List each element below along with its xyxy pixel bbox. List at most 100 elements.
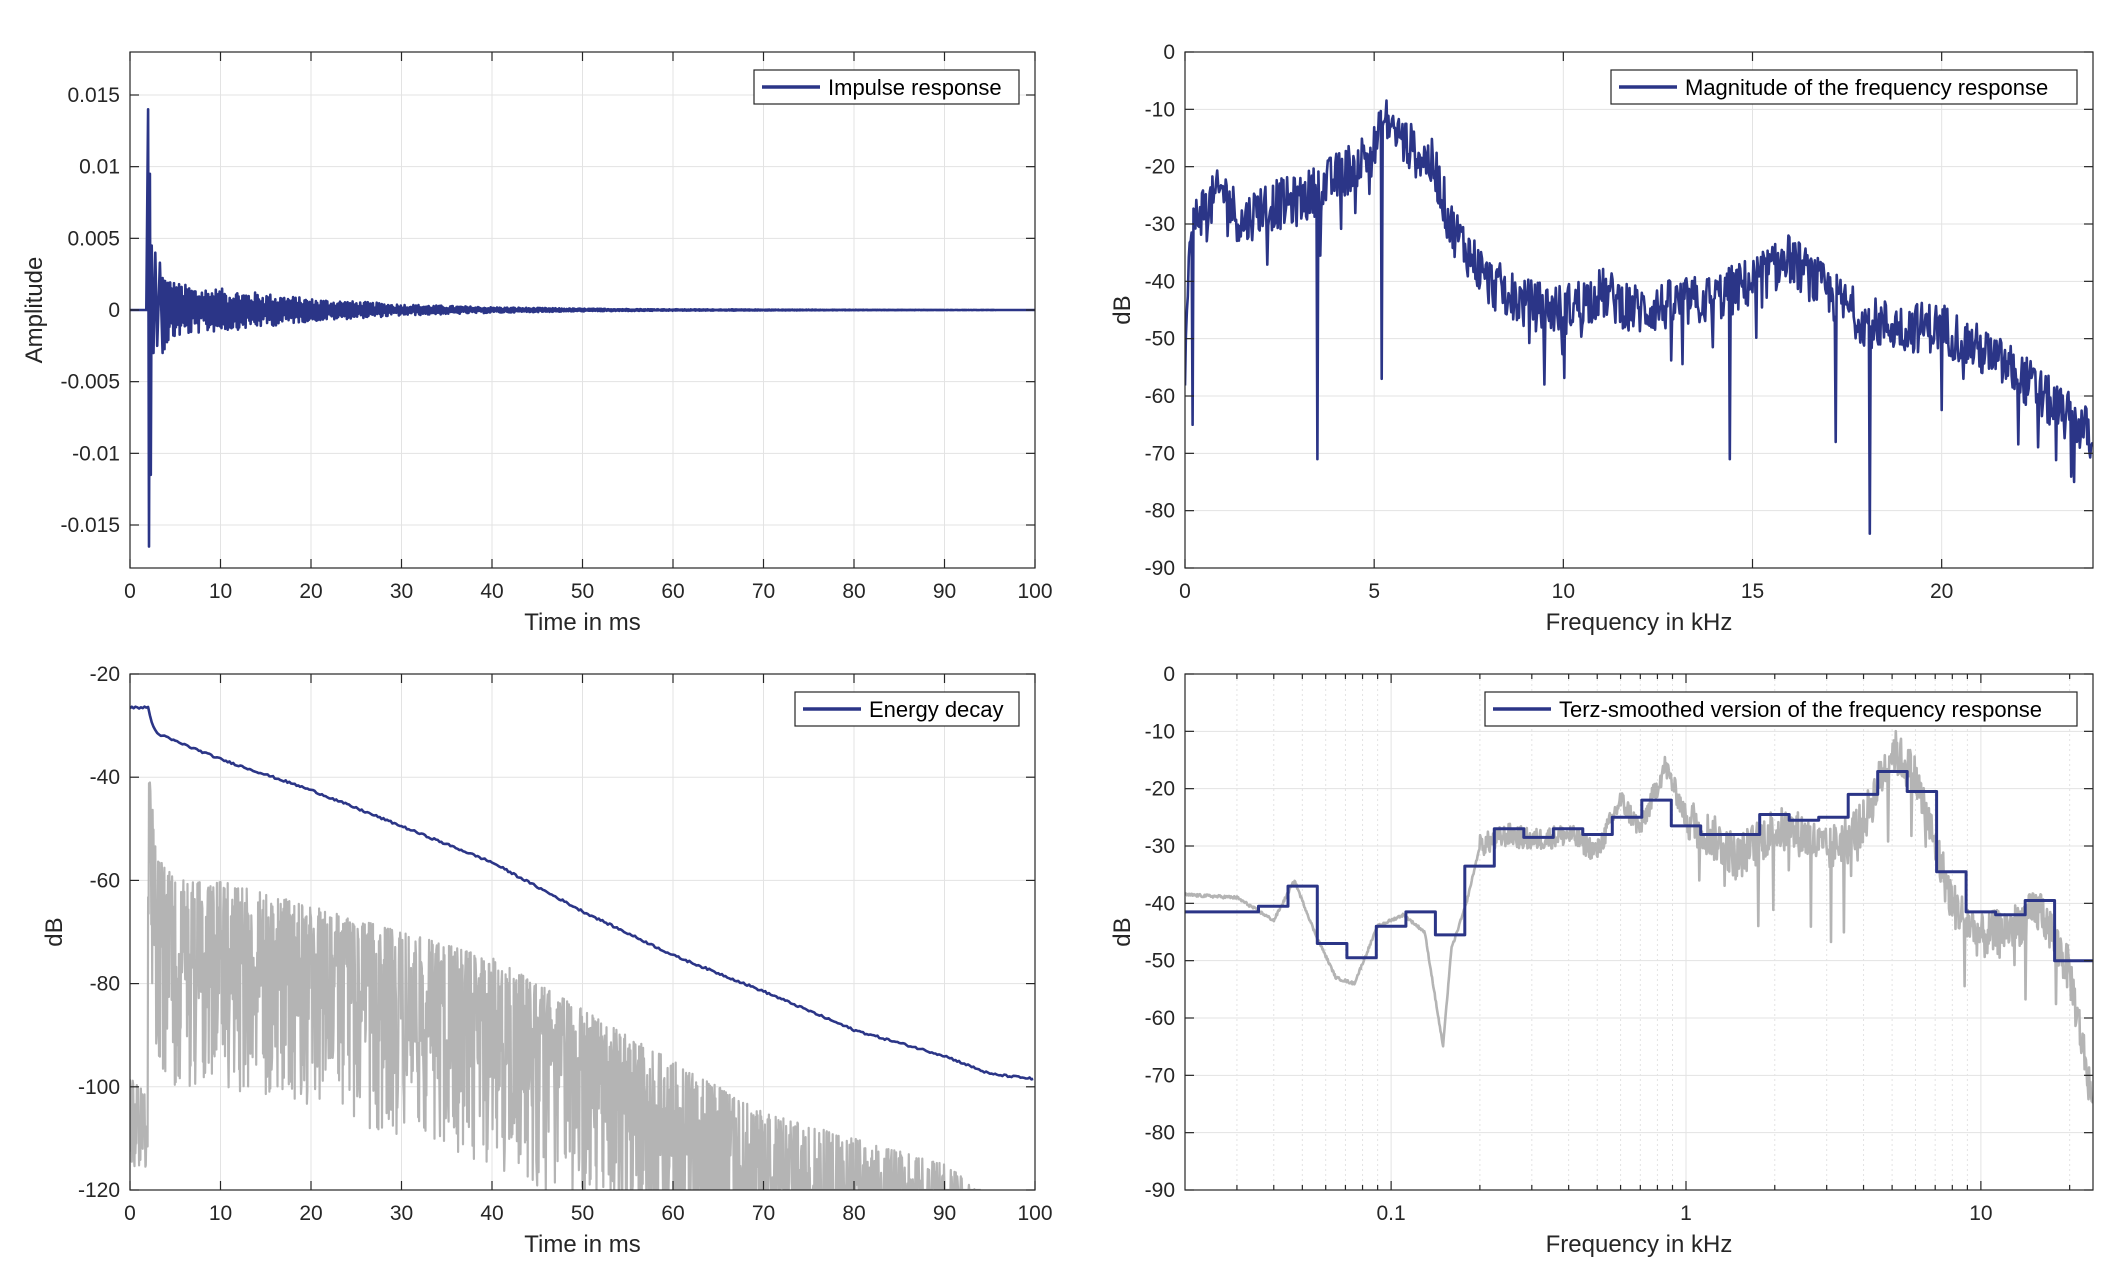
x-tick-label: 70 bbox=[752, 1202, 775, 1225]
plot-area bbox=[1185, 674, 2093, 1190]
chart-energy-decay: 0 10 20 30 40 50 60 70 80 90 100 -120 -100 -80 -60 -40 -… bbox=[41, 663, 1053, 1258]
x-axis-label: Time in ms bbox=[524, 1231, 640, 1258]
x-axis-label: Time in ms bbox=[524, 609, 640, 636]
y-axis-label: dB bbox=[41, 917, 68, 946]
y-tick-label: -90 bbox=[1145, 1179, 1175, 1202]
plot-lines bbox=[1185, 729, 2093, 1104]
y-tick-label: 0.005 bbox=[67, 227, 120, 250]
y-axis-label: dB bbox=[1109, 295, 1136, 324]
x-tick-label: 10 bbox=[209, 580, 232, 603]
chart-impulse-response: 0 10 20 30 40 50 60 70 80 90 100 -0.015 -0.01 -0.005 0… bbox=[21, 51, 1053, 636]
x-tick-label: 0 bbox=[1179, 580, 1191, 603]
legend-label: Magnitude of the frequency response bbox=[1685, 75, 2048, 100]
y-tick-label: -70 bbox=[1145, 1064, 1175, 1087]
x-tick-label: 50 bbox=[571, 1202, 594, 1225]
y-tick-label: -30 bbox=[1145, 835, 1175, 858]
x-tick-label: 90 bbox=[933, 580, 956, 603]
x-tick-label: 20 bbox=[299, 580, 322, 603]
y-tick-label: -20 bbox=[1145, 156, 1175, 179]
x-tick-label: 1 bbox=[1680, 1202, 1692, 1225]
y-tick-label: -0.005 bbox=[60, 371, 120, 394]
y-tick-label: 0 bbox=[108, 299, 120, 322]
y-tick-label: -20 bbox=[1145, 778, 1175, 801]
y-tick-label: -80 bbox=[1145, 1122, 1175, 1145]
x-tick-label: 0.1 bbox=[1377, 1202, 1406, 1225]
x-axis-label: Frequency in kHz bbox=[1546, 1231, 1733, 1258]
y-tick-label: -40 bbox=[1145, 270, 1175, 293]
y-tick-label: -80 bbox=[1145, 500, 1175, 523]
y-tick-label: 0.01 bbox=[79, 156, 120, 179]
x-tick-label: 20 bbox=[1930, 580, 1953, 603]
x-tick-label: 10 bbox=[209, 1202, 232, 1225]
chart-frequency-magnitude: 0 5 10 15 20 -90 -80 -70 -60 -50 -40 -30 -20 -10 0 Freq… bbox=[1109, 41, 2094, 636]
series-squared-impulse-gray bbox=[130, 781, 982, 1190]
x-tick-label: 30 bbox=[390, 580, 413, 603]
y-tick-label: -60 bbox=[90, 869, 120, 892]
x-tick-label: 50 bbox=[571, 580, 594, 603]
y-tick-label: -80 bbox=[90, 973, 120, 996]
x-axis-label: Frequency in kHz bbox=[1546, 609, 1733, 636]
x-tick-label: 60 bbox=[661, 1202, 684, 1225]
y-tick-label: -20 bbox=[90, 663, 120, 686]
ticks bbox=[1185, 673, 2093, 1191]
y-tick-label: -50 bbox=[1145, 328, 1175, 351]
y-tick-label: -10 bbox=[1145, 720, 1175, 743]
x-tick-label: 15 bbox=[1741, 580, 1764, 603]
y-tick-label: -100 bbox=[78, 1076, 120, 1099]
x-tick-label: 100 bbox=[1017, 580, 1052, 603]
series-frequency-magnitude bbox=[1185, 99, 2093, 535]
legend-box bbox=[1484, 691, 2078, 727]
ticks bbox=[129, 673, 1036, 1191]
y-tick-label: -0.015 bbox=[60, 514, 120, 537]
x-tick-label: 60 bbox=[661, 580, 684, 603]
y-axis-label: dB bbox=[1109, 917, 1136, 946]
legend: Terz-smoothed version of the frequency r… bbox=[1484, 691, 2078, 727]
legend-box bbox=[1610, 69, 2078, 105]
legend: Impulse response bbox=[753, 69, 1020, 105]
plot-lines bbox=[1185, 99, 2093, 535]
y-tick-label: -0.01 bbox=[72, 442, 120, 465]
x-tick-label: 40 bbox=[480, 580, 503, 603]
y-tick-label: -90 bbox=[1145, 557, 1175, 580]
legend-label: Impulse response bbox=[828, 75, 1002, 100]
y-tick-label: -70 bbox=[1145, 442, 1175, 465]
axes-box bbox=[1184, 673, 2094, 1191]
y-tick-label: -50 bbox=[1145, 950, 1175, 973]
y-tick-label: 0.015 bbox=[67, 84, 120, 107]
x-tick-label: 20 bbox=[299, 1202, 322, 1225]
x-tick-label: 10 bbox=[1969, 1202, 1992, 1225]
x-tick-label: 80 bbox=[842, 580, 865, 603]
y-tick-label: -30 bbox=[1145, 213, 1175, 236]
axes-box bbox=[1184, 51, 2094, 569]
plot-lines bbox=[130, 705, 1034, 1190]
series-unsmoothed-gray bbox=[1185, 729, 2093, 1104]
legend-label: Terz-smoothed version of the frequency r… bbox=[1559, 697, 2042, 722]
x-tick-label: 70 bbox=[752, 580, 775, 603]
series-terz-smoothed bbox=[1185, 770, 2093, 963]
x-tick-label: 0 bbox=[124, 580, 136, 603]
chart-terz-smoothed: 0.1 1 10 -90 -80 -70 -60 -50 -40 -30 -20 -10 0 Freque… bbox=[1109, 663, 2094, 1258]
x-tick-label: 90 bbox=[933, 1202, 956, 1225]
y-tick-label: 0 bbox=[1163, 663, 1175, 686]
y-axis-label: Amplitude bbox=[21, 257, 48, 364]
y-tick-label: -60 bbox=[1145, 385, 1175, 408]
x-tick-label: 80 bbox=[842, 1202, 865, 1225]
ticks bbox=[1184, 51, 2093, 569]
x-tick-label: 30 bbox=[390, 1202, 413, 1225]
y-tick-label: -10 bbox=[1145, 98, 1175, 121]
x-tick-label: 0 bbox=[124, 1202, 136, 1225]
ticks bbox=[129, 52, 1036, 568]
series-impulse-response bbox=[130, 108, 1035, 548]
x-tick-label: 100 bbox=[1017, 1202, 1052, 1225]
y-tick-label: -120 bbox=[78, 1179, 120, 1202]
y-tick-label: -60 bbox=[1145, 1007, 1175, 1030]
series-energy-decay bbox=[130, 705, 1034, 1081]
legend: Magnitude of the frequency response bbox=[1610, 69, 2078, 105]
y-tick-label: -40 bbox=[90, 766, 120, 789]
plot-lines bbox=[130, 108, 1035, 548]
legend: Energy decay bbox=[794, 691, 1020, 727]
x-tick-label: 5 bbox=[1368, 580, 1380, 603]
y-tick-label: -40 bbox=[1145, 892, 1175, 915]
x-tick-label: 40 bbox=[480, 1202, 503, 1225]
